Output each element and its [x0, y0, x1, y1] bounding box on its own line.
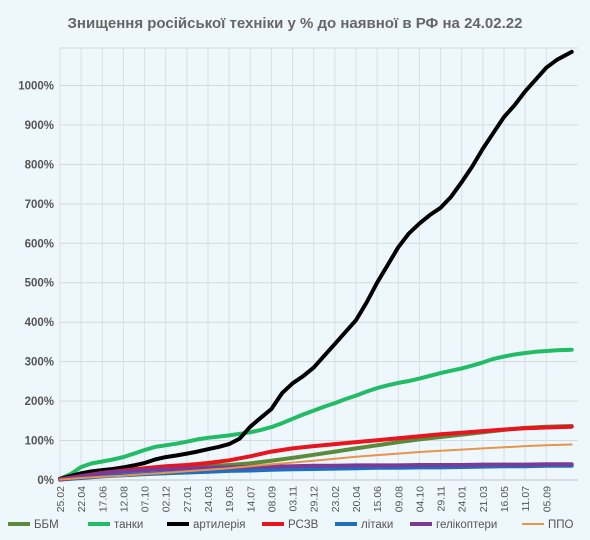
x-tick-label: 20.04: [351, 486, 363, 512]
legend-label: ББМ: [34, 519, 59, 531]
y-tick-label: 500%: [25, 278, 54, 290]
x-tick-label: 16.05: [499, 486, 511, 512]
x-tick-label: 24.03: [203, 486, 215, 512]
x-tick-label: 29.11: [436, 486, 448, 512]
x-tick-label: 11.07: [520, 486, 532, 512]
series-line-гелікоптери: [58, 462, 574, 482]
y-tick-label: 0%: [37, 475, 54, 487]
legend-label: гелікоптери: [436, 519, 497, 531]
x-tick-label: 17.06: [97, 486, 109, 512]
x-tick-label: 02.12: [161, 486, 173, 512]
y-tick-label: 100%: [25, 436, 54, 448]
x-tick-label: 22.04: [76, 486, 88, 512]
series-line-ППО: [59, 443, 573, 481]
x-axis-tick-labels: 25.02 22.04 17.06 12.08 07.10 02.12 27.01 24.03…: [55, 486, 553, 512]
gridlines: [59, 47, 578, 481]
legend: ББМ танки артилерія РСЗВ літаки гелікоптери ПП…: [8, 519, 574, 531]
x-tick-label: 23.02: [330, 486, 342, 512]
series-line-танки: [58, 347, 574, 481]
x-tick-label: 12.08: [118, 486, 130, 512]
y-tick-label: 1000%: [18, 80, 54, 92]
x-tick-label: 09.08: [393, 486, 405, 512]
x-tick-label: 15.06: [372, 486, 384, 512]
x-tick-label: 21.03: [478, 486, 490, 512]
x-tick-label: 07.10: [140, 486, 152, 512]
chart-title: Знищення російської техніки у % до наявн…: [68, 15, 523, 32]
x-tick-label: 24.01: [457, 486, 469, 512]
series-line-артилерія: [58, 49, 574, 481]
legend-label: літаки: [361, 519, 393, 531]
series-lines: [58, 49, 574, 482]
x-tick-label: 19.05: [224, 486, 236, 512]
y-tick-label: 700%: [25, 199, 54, 211]
y-tick-label: 400%: [25, 317, 54, 329]
y-tick-label: 900%: [25, 120, 54, 132]
legend-label: РСЗВ: [288, 519, 319, 531]
y-tick-label: 300%: [25, 357, 54, 369]
y-tick-label: 200%: [25, 396, 54, 408]
y-axis-tick-labels: 0% 100% 200% 300% 400% 500% 600% 700% 800% 900% 10…: [18, 80, 54, 487]
y-tick-label: 600%: [25, 238, 54, 250]
y-tick-label: 800%: [25, 159, 54, 171]
x-tick-label: 25.02: [55, 486, 67, 512]
x-tick-label: 14.07: [245, 486, 257, 512]
x-tick-label: 04.10: [414, 486, 426, 512]
x-tick-label: 03.11: [288, 486, 300, 512]
legend-label: артилерія: [193, 519, 246, 531]
x-tick-label: 08.09: [266, 486, 278, 512]
legend-label: ППО: [548, 519, 574, 531]
x-tick-label: 29.12: [309, 486, 321, 512]
legend-label: танки: [114, 519, 143, 531]
x-tick-label: 27.01: [182, 486, 194, 512]
x-tick-label: 05.09: [541, 486, 553, 512]
